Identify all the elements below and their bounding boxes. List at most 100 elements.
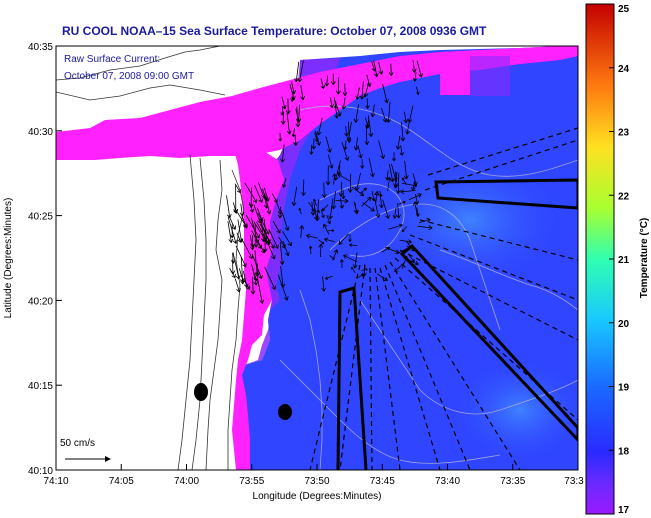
coastline <box>56 46 245 470</box>
x-tick-label: 73:40 <box>435 476 460 487</box>
current-vector <box>290 91 295 102</box>
current-vector <box>371 191 376 202</box>
current-vector <box>254 250 260 277</box>
x-axis-label: Longitude (Degrees:Minutes) <box>253 491 382 502</box>
cold-water-strip-north <box>56 46 578 160</box>
current-vector <box>400 189 416 195</box>
current-vector <box>335 198 349 204</box>
radial-dashed-lines <box>309 127 578 470</box>
current-vector <box>286 112 292 135</box>
current-vector <box>232 252 241 280</box>
current-vector <box>374 190 380 204</box>
current-vector <box>381 247 391 253</box>
current-vector <box>395 172 401 194</box>
colorbar-tick-label: 19 <box>618 383 630 394</box>
current-vector <box>329 97 334 109</box>
current-vector <box>348 234 352 242</box>
colorbar-label: Temperature (°C) <box>639 218 650 299</box>
current-vector <box>234 278 241 293</box>
current-vector <box>318 239 325 245</box>
current-vector <box>308 201 316 212</box>
current-vector <box>398 200 406 205</box>
current-vector <box>374 193 383 197</box>
current-vector <box>343 254 358 263</box>
current-vector <box>229 267 236 279</box>
current-vector <box>405 120 411 135</box>
current-vector <box>320 78 326 89</box>
current-vector <box>337 173 351 182</box>
colorbar-tick-label: 17 <box>618 505 630 516</box>
x-tick-label: 73:3 <box>564 476 584 487</box>
x-tick-label: 73:55 <box>239 476 264 487</box>
current-vector <box>355 87 361 100</box>
current-vector <box>320 209 325 219</box>
current-vector <box>351 186 365 197</box>
current-vector <box>392 207 398 219</box>
cold-water-strip-coast <box>232 150 284 470</box>
current-vector <box>279 241 285 265</box>
current-vector <box>417 225 433 230</box>
current-vector <box>325 275 333 280</box>
current-vector <box>328 198 334 220</box>
current-vector <box>280 144 286 163</box>
current-vector <box>338 233 349 245</box>
current-vector <box>365 119 370 129</box>
current-vector <box>241 238 253 259</box>
current-vector <box>264 266 276 290</box>
current-vector <box>353 137 359 151</box>
x-tick-label: 73:50 <box>304 476 329 487</box>
current-vector <box>325 165 331 186</box>
map-plot-area <box>56 46 578 470</box>
current-vector <box>321 182 327 199</box>
current-vector <box>277 274 289 301</box>
current-vector <box>347 173 353 193</box>
colorbar-tick-label: 25 <box>618 4 630 15</box>
current-vector <box>339 198 344 209</box>
current-vector <box>318 243 324 258</box>
current-vector <box>244 182 258 204</box>
x-tick-label: 74:00 <box>174 476 199 487</box>
x-tick-label: 73:35 <box>500 476 525 487</box>
current-vector <box>344 126 349 137</box>
current-vector <box>353 104 359 123</box>
current-vector <box>323 223 330 235</box>
current-vector <box>341 142 350 161</box>
current-vector <box>268 229 279 249</box>
current-vector <box>403 160 409 180</box>
current-vector <box>313 198 317 206</box>
current-vector <box>395 135 401 150</box>
current-vector <box>327 229 335 233</box>
x-tick-label: 74:10 <box>43 476 68 487</box>
current-vector <box>378 62 384 75</box>
current-vector <box>386 101 392 123</box>
current-vector <box>308 245 313 255</box>
current-vector <box>388 223 403 230</box>
current-vector <box>282 240 290 257</box>
colorbar-tick-label: 23 <box>618 128 630 139</box>
x-axis-ticks: 74:10 74:05 74:00 73:55 73:50 73:45 73:40 73:35… <box>43 464 584 487</box>
current-vector <box>324 75 330 87</box>
current-vector <box>314 132 319 143</box>
current-vector <box>324 237 335 243</box>
current-vector <box>252 267 258 286</box>
current-vector <box>351 266 356 274</box>
current-vector <box>382 83 389 104</box>
current-vector <box>263 219 270 244</box>
current-vector <box>332 173 337 185</box>
current-vector <box>366 74 372 88</box>
current-vector <box>282 177 287 188</box>
current-vector <box>411 60 417 73</box>
current-vector <box>338 181 344 197</box>
colorbar-ticks: 25 24 23 22 21 20 19 18 17 <box>609 3 630 516</box>
current-vector <box>341 97 347 110</box>
current-vector <box>382 199 390 219</box>
current-vector <box>343 140 348 150</box>
bathymetry-contours <box>279 105 578 470</box>
current-vector <box>352 252 358 269</box>
current-vector <box>367 115 374 137</box>
current-vector <box>250 276 256 295</box>
current-vector <box>254 185 263 203</box>
annotation-line-2: October 07, 2008 09:00 GMT <box>64 71 194 82</box>
current-vector <box>306 233 318 239</box>
